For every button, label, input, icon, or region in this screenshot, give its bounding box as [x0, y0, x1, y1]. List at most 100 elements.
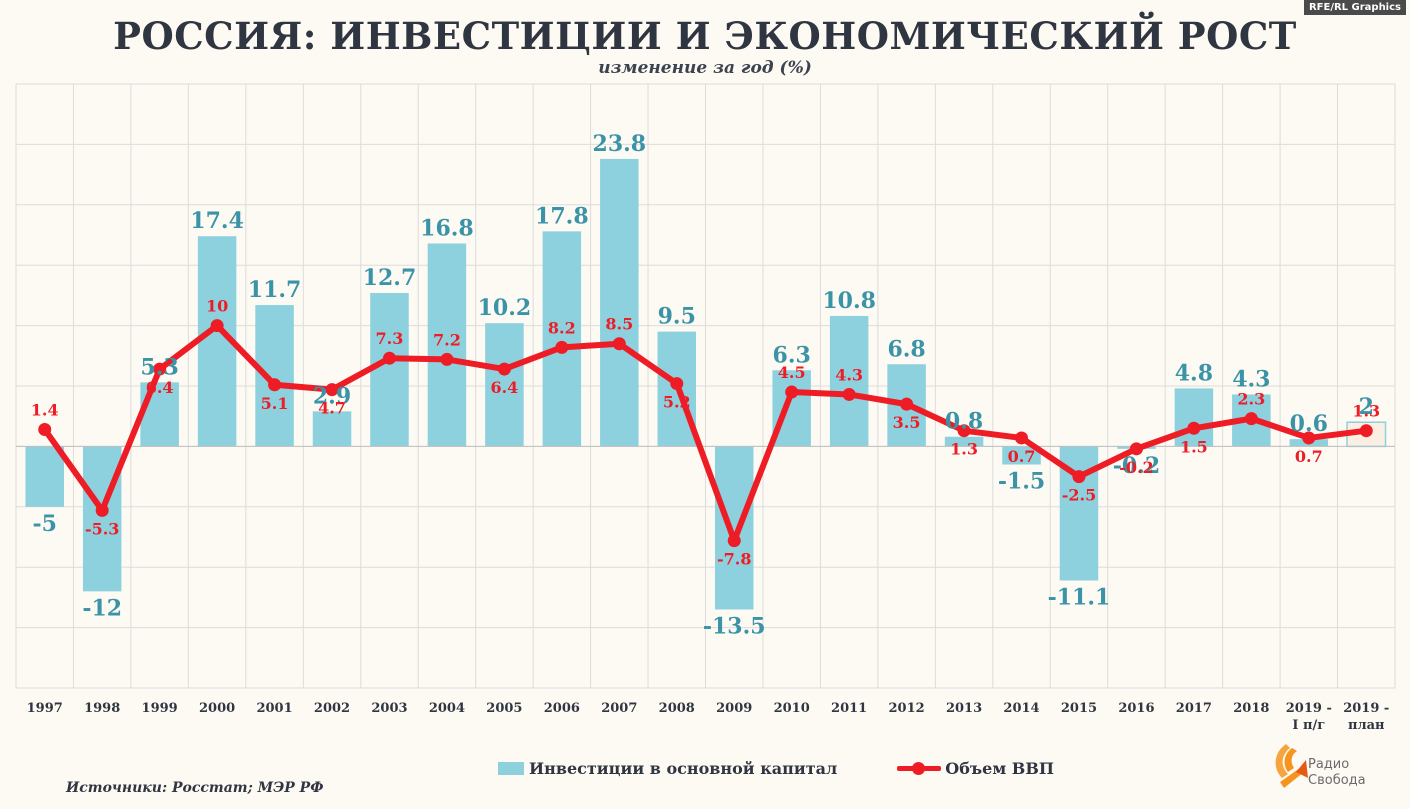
- investment-value-label: -1.5: [998, 469, 1045, 495]
- chart-subtitle: изменение за год (%): [598, 58, 812, 78]
- gdp-point: [727, 534, 741, 548]
- graphics-credit: RFE/RL Graphics: [1303, 0, 1406, 15]
- gdp-point: [153, 362, 167, 376]
- investment-value-label: 6.3: [773, 342, 811, 368]
- legend-investment-swatch: [498, 761, 524, 775]
- x-tick-label: 2001: [256, 701, 292, 716]
- investment-bar: [714, 446, 754, 610]
- gdp-value-label: -7.8: [717, 550, 751, 569]
- gdp-point: [325, 383, 339, 397]
- x-tick-label: 2019 -I п/г: [1286, 701, 1332, 733]
- investment-bar: [600, 158, 639, 447]
- investment-bar: [312, 411, 352, 447]
- x-tick-label: 2007: [601, 701, 637, 716]
- x-tick-label: 2002: [314, 701, 350, 716]
- gdp-value-label: 7.2: [433, 330, 461, 349]
- gdp-value-label: 1.3: [1352, 402, 1380, 421]
- investment-bar: [427, 243, 467, 447]
- legend-gdp-swatch: [897, 761, 942, 775]
- investment-bar: [82, 446, 122, 592]
- gdp-value-label: 4.7: [318, 399, 346, 418]
- investment-value-label: 5.3: [141, 354, 179, 380]
- gdp-value-label: 0.7: [1295, 447, 1323, 466]
- x-tick-label: 2009: [716, 701, 752, 716]
- x-tick-label: 2005: [486, 701, 522, 716]
- gdp-point: [555, 340, 569, 354]
- investment-value-label: 12.7: [363, 265, 417, 291]
- investment-value-label: 2.9: [313, 383, 351, 409]
- investment-value-label: -5: [33, 511, 57, 537]
- gdp-line: [41, 322, 1370, 544]
- gdp-point: [1072, 470, 1086, 484]
- gdp-point: [612, 337, 626, 351]
- gdp-point: [95, 503, 109, 517]
- investment-value-label: 4.8: [1175, 360, 1213, 386]
- investment-value-label: -11.1: [1048, 584, 1111, 610]
- investment-bar: [1002, 446, 1041, 465]
- gdp-value-label: 7.3: [376, 329, 404, 348]
- investment-value-label: 16.8: [420, 215, 474, 241]
- x-tick-label: 2003: [371, 701, 407, 716]
- x-tick-label: 2008: [659, 701, 695, 716]
- gdp-point: [670, 377, 684, 391]
- x-tick-label: 2019 -план: [1343, 701, 1389, 733]
- logo-text: Радио Свобода: [1308, 757, 1366, 789]
- gdp-point: [268, 378, 282, 392]
- gdp-value-label: 5.2: [663, 393, 691, 412]
- gdp-value-label: 8.2: [548, 318, 576, 337]
- gdp-point: [497, 362, 511, 376]
- gdp-value-label: 8.5: [605, 315, 633, 334]
- x-tick-label: 2018: [1233, 701, 1269, 716]
- legend-gdp-label: Объем ВВП: [945, 758, 1054, 778]
- x-tick-label: 2017: [1176, 701, 1212, 716]
- gdp-point: [957, 424, 971, 438]
- investment-bar: [25, 446, 64, 507]
- radio-svoboda-logo-icon: [1275, 744, 1308, 788]
- investment-value-label: -12: [82, 595, 122, 621]
- gdp-value-label: 5.1: [261, 394, 289, 413]
- investment-bar: [772, 370, 811, 447]
- gdp-point: [1244, 412, 1258, 426]
- gdp-point: [1129, 442, 1143, 456]
- legend-investment-label: Инвестиции в основной капитал: [529, 758, 838, 778]
- x-tick-label: 1998: [84, 701, 120, 716]
- gdp-value-label: 1.3: [950, 440, 978, 459]
- gdp-point: [1302, 431, 1316, 445]
- investment-value-label: -0.2: [1113, 453, 1160, 479]
- investment-bar: [255, 305, 294, 447]
- gdp-value-label: 3.5: [893, 413, 921, 432]
- investment-bar: [944, 436, 984, 447]
- gdp-point: [1015, 431, 1029, 445]
- gdp-value-label: 2.3: [1237, 390, 1265, 409]
- gdp-value-label: 0.7: [1008, 447, 1036, 466]
- investment-bar: [1174, 388, 1214, 447]
- investment-value-label: 23.8: [593, 131, 647, 157]
- gdp-value-label: 1.5: [1180, 437, 1208, 456]
- x-tick-label: 2010: [774, 701, 810, 716]
- investment-value-label: 11.7: [248, 277, 302, 303]
- gdp-point: [1359, 424, 1373, 438]
- x-tick-label: 2014: [1003, 701, 1039, 716]
- source-note: Источники: Росстат; МЭР РФ: [66, 780, 324, 796]
- gdp-value-label: -2.5: [1062, 486, 1096, 505]
- x-tick-label: 1999: [142, 701, 178, 716]
- legend: Инвестиции в основной капитал Объем ВВП: [498, 757, 1054, 779]
- investment-value-label: 0.6: [1290, 411, 1328, 437]
- gdp-point: [38, 422, 52, 436]
- investment-bar: [829, 315, 869, 447]
- investment-bar: [542, 231, 582, 447]
- x-tick-label: 2006: [544, 701, 580, 716]
- gdp-value-label: 1.4: [31, 400, 59, 419]
- x-tick-label: 2004: [429, 701, 465, 716]
- gdp-value-label: 4.3: [835, 365, 863, 384]
- investment-value-label: 4.3: [1232, 366, 1270, 392]
- investment-value-label: 17.8: [535, 203, 589, 229]
- investment-value-label: 17.4: [190, 208, 244, 234]
- gdp-point: [785, 385, 799, 399]
- chart-title: РОССИЯ: ИНВЕСТИЦИИ И ЭКОНОМИЧЕСКИЙ РОСТ: [113, 14, 1297, 58]
- x-tick-label: 2015: [1061, 701, 1097, 716]
- gdp-value-label: -0.2: [1119, 458, 1153, 477]
- gdp-point: [382, 351, 396, 365]
- x-tick-label: 2016: [1118, 701, 1154, 716]
